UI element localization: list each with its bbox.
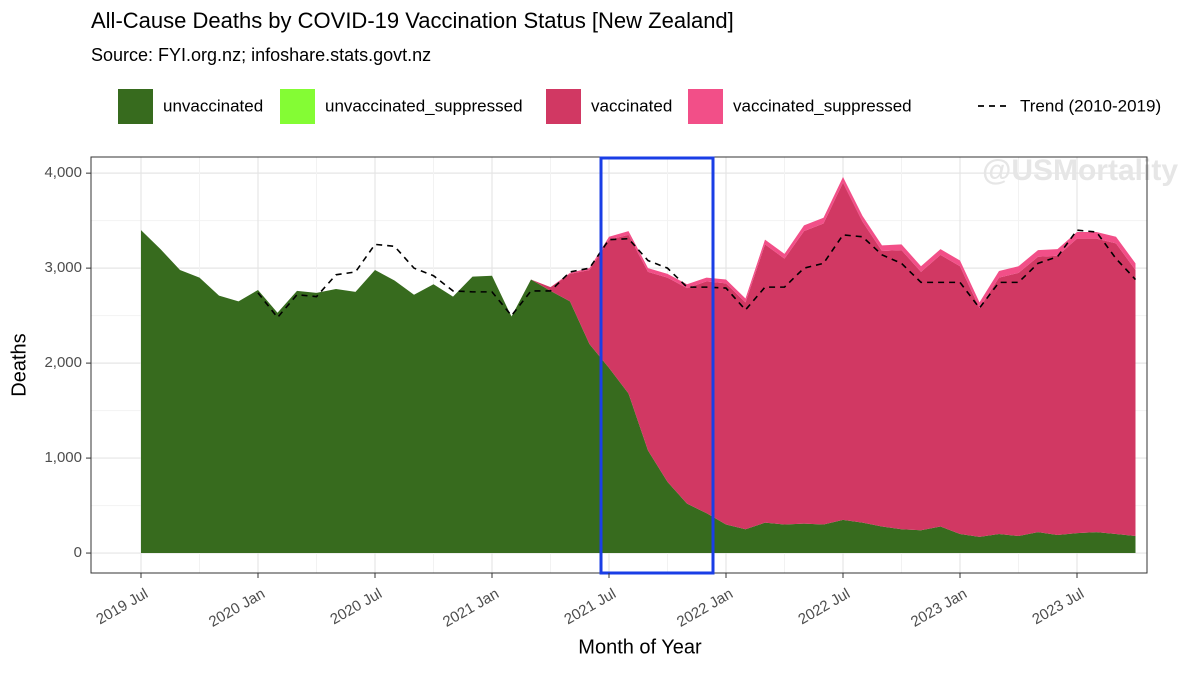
- area: [141, 182, 1136, 537]
- legend-swatch: [546, 89, 581, 124]
- trend-layer: [257, 229, 1137, 319]
- trend-line: [257, 229, 1137, 319]
- x-tick-label: 2023 Jan: [908, 585, 970, 631]
- x-axis-title: Month of Year: [578, 636, 702, 658]
- areas: [141, 176, 1136, 554]
- x-tick-label: 2020 Jan: [206, 585, 268, 631]
- x-tick-label: 2020 Jul: [327, 585, 385, 628]
- legend-label: vaccinated_suppressed: [733, 96, 912, 115]
- chart-title: All-Cause Deaths by COVID-19 Vaccination…: [91, 8, 734, 33]
- x-tick-label: 2021 Jan: [440, 585, 502, 631]
- y-tick-label: 1,000: [44, 449, 82, 466]
- y-tick-label: 4,000: [44, 164, 82, 181]
- x-tick-label: 2021 Jul: [561, 585, 619, 628]
- legend-label: unvaccinated_suppressed: [325, 96, 523, 115]
- legend-swatch: [688, 89, 723, 124]
- y-tick-label: 3,000: [44, 259, 82, 276]
- y-tick-label: 2,000: [44, 354, 82, 371]
- legend-label: Trend (2010-2019): [1020, 96, 1161, 115]
- chart-subtitle: Source: FYI.org.nz; infoshare.stats.govt…: [91, 45, 431, 65]
- x-tick-label: 2023 Jul: [1029, 585, 1087, 628]
- x-tick-label: 2022 Jul: [795, 585, 853, 628]
- legend-swatch: [280, 89, 315, 124]
- legend: unvaccinated unvaccinated_suppressed vacci…: [118, 89, 1161, 124]
- legend-label: vaccinated: [591, 96, 672, 115]
- x-tick-label: 2022 Jan: [674, 585, 736, 631]
- legend-label: unvaccinated: [163, 96, 263, 115]
- y-axis-title: Deaths: [8, 333, 30, 396]
- highlight-box: [599, 156, 715, 575]
- watermark: @USMortality: [982, 154, 1178, 187]
- legend-swatch: [118, 89, 153, 124]
- area: [141, 230, 1136, 554]
- y-tick-label: 0: [74, 544, 82, 561]
- x-tick-label: 2019 Jul: [93, 585, 151, 628]
